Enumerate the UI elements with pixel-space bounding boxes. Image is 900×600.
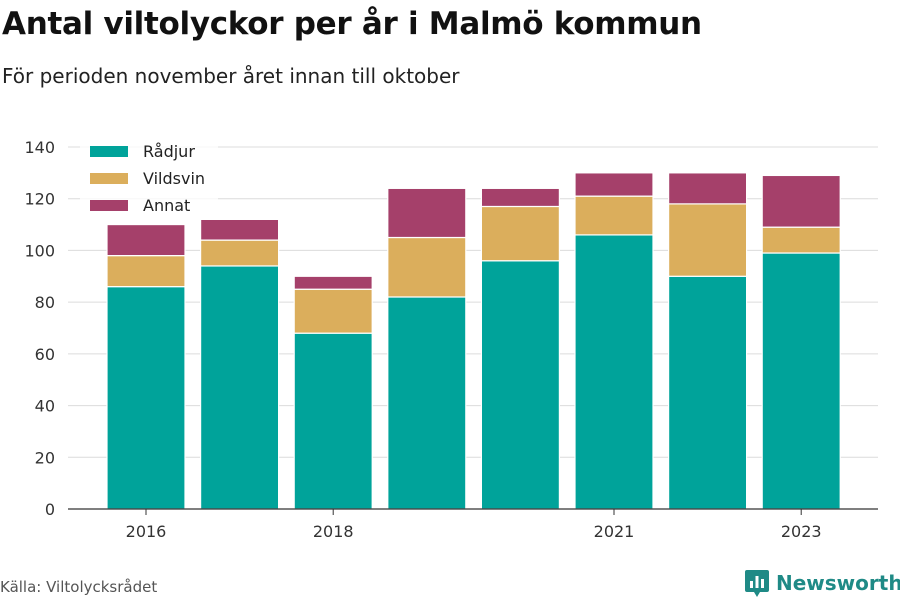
legend-swatch xyxy=(90,200,128,211)
y-tick-label: 100 xyxy=(24,241,55,260)
x-tick-label: 2023 xyxy=(781,522,822,541)
bar-segment-annat xyxy=(106,223,186,257)
x-tick-label: 2016 xyxy=(126,522,167,541)
brand-name: Newsworthy xyxy=(776,571,900,595)
legend: Rådjur Vildsvin Annat xyxy=(80,138,218,218)
source-note: Källa: Viltolycksrådet xyxy=(0,578,158,596)
bar-segment-annat xyxy=(761,174,841,228)
bar-segment-vildsvin xyxy=(200,239,280,267)
bar-segment-vildsvin xyxy=(574,195,654,236)
y-tick-label: 80 xyxy=(35,293,55,312)
bar-segment-vildsvin xyxy=(667,203,748,277)
bar-segment-radjur xyxy=(387,296,467,510)
y-tick-label: 40 xyxy=(35,397,55,416)
y-tick-label: 0 xyxy=(45,500,55,519)
y-tick-label: 120 xyxy=(24,190,55,209)
bar-segment-vildsvin xyxy=(293,288,373,334)
bar-segment-radjur xyxy=(200,265,280,510)
legend-label: Rådjur xyxy=(143,142,195,161)
bar-segment-radjur xyxy=(667,275,748,510)
y-axis-ticks: 0 20 40 60 80 100 120 140 xyxy=(24,138,55,519)
x-tick-label: 2021 xyxy=(594,522,635,541)
bar-segment-radjur xyxy=(574,234,654,510)
bar-segment-annat xyxy=(293,275,373,290)
y-tick-label: 140 xyxy=(24,138,55,157)
bar-segment-radjur xyxy=(293,332,373,510)
bar-segment-vildsvin xyxy=(761,226,841,254)
legend-box xyxy=(80,138,218,218)
x-tick-label: 2018 xyxy=(313,522,354,541)
legend-swatch xyxy=(90,146,128,157)
chart-title: Antal viltolyckor per år i Malmö kommun xyxy=(2,6,702,42)
legend-label: Vildsvin xyxy=(143,169,205,188)
newsworthy-logo-icon xyxy=(745,570,769,597)
bar-segment-annat xyxy=(387,187,467,239)
bar-segment-vildsvin xyxy=(480,205,560,262)
y-tick-label: 20 xyxy=(35,448,55,467)
bars xyxy=(106,172,841,510)
y-tick-label: 60 xyxy=(35,345,55,364)
chart-subtitle: För perioden november året innan till ok… xyxy=(2,64,460,88)
legend-swatch xyxy=(90,173,128,184)
legend-label: Annat xyxy=(143,196,190,215)
bar-segment-annat xyxy=(200,218,280,241)
bar-segment-annat xyxy=(667,172,748,205)
brand-logo[interactable]: Newsworthy xyxy=(744,568,900,598)
bar-segment-vildsvin xyxy=(387,236,467,298)
bar-segment-vildsvin xyxy=(106,255,186,288)
bar-segment-annat xyxy=(574,172,654,197)
bar-segment-radjur xyxy=(480,260,560,510)
bar-segment-radjur xyxy=(106,286,186,510)
bar-segment-annat xyxy=(480,187,560,208)
x-axis: 2016 2018 2021 2023 xyxy=(68,508,878,541)
bar-segment-radjur xyxy=(761,252,841,510)
